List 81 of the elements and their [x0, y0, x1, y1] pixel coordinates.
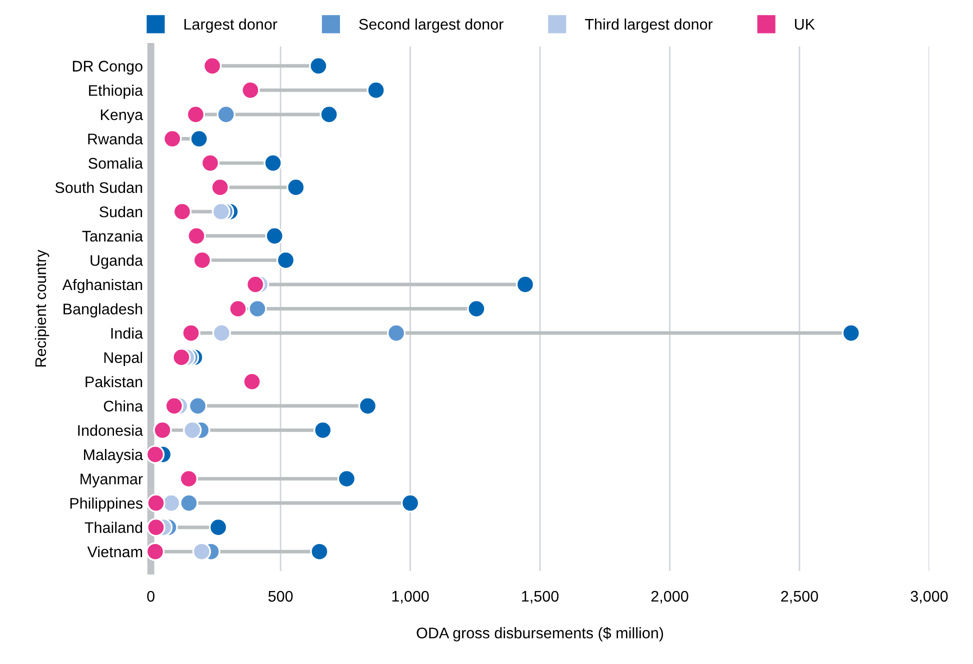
- x-tick-label: 0: [147, 590, 154, 602]
- point: [192, 250, 212, 270]
- y-tick-label: Tanzania: [82, 230, 144, 242]
- point: [172, 348, 191, 367]
- point: [246, 275, 265, 294]
- y-tick-label: Philippines: [70, 498, 142, 512]
- point: [320, 105, 338, 124]
- point: [248, 299, 267, 318]
- y-tick-label: Indonesia: [78, 424, 144, 436]
- point: [264, 154, 282, 172]
- y-tick-label: India: [111, 328, 144, 339]
- point: [187, 226, 206, 246]
- y-tick-label: Myanmar: [80, 474, 143, 488]
- point: [146, 445, 165, 464]
- x-tick-label: 3,000: [910, 590, 948, 604]
- point: [146, 494, 166, 512]
- point: [180, 494, 198, 512]
- y-tick-label: Somalia: [88, 158, 144, 169]
- y-tick-label: Sudan: [100, 206, 142, 218]
- x-tick-label: 1,000: [392, 590, 429, 604]
- point: [190, 129, 208, 148]
- legend-label: Third largest donor: [584, 18, 713, 33]
- y-tick-label: China: [104, 400, 144, 412]
- y-tick-label: South Sudan: [55, 182, 142, 194]
- point: [212, 324, 231, 342]
- point: [467, 299, 486, 318]
- y-tick-label: Kenya: [100, 110, 144, 124]
- point: [182, 420, 202, 440]
- point: [358, 396, 378, 416]
- y-tick-label: Malaysia: [84, 448, 144, 464]
- point: [146, 518, 166, 537]
- point: [286, 178, 306, 197]
- point: [310, 542, 329, 561]
- y-tick-label: DR Congo: [72, 60, 142, 75]
- point: [153, 420, 172, 440]
- point: [276, 250, 296, 270]
- legend-label: Second largest donor: [359, 18, 504, 33]
- point: [172, 202, 192, 221]
- point: [163, 129, 182, 148]
- y-tick-label: Bangladesh: [64, 303, 142, 318]
- point: [842, 324, 860, 342]
- point: [242, 372, 262, 391]
- point: [200, 154, 220, 172]
- point: [386, 324, 406, 342]
- x-axis-title: ODA gross disbursements ($ million): [416, 626, 664, 642]
- y-axis-title: Recipient country: [34, 250, 50, 367]
- point: [314, 420, 332, 440]
- point: [202, 56, 222, 76]
- point: [241, 80, 260, 100]
- point: [188, 396, 208, 416]
- point: [164, 396, 184, 416]
- point: [210, 178, 230, 197]
- y-tick-label: Vietnam: [87, 546, 142, 558]
- y-tick-label: Ethiopia: [89, 84, 144, 99]
- y-tick-label: Nepal: [104, 352, 142, 366]
- legend-label: UK: [795, 19, 815, 30]
- point: [186, 105, 206, 124]
- y-tick-label: Rwanda: [88, 133, 144, 144]
- legend-label: Largest donor: [184, 18, 278, 33]
- point: [366, 80, 386, 100]
- point: [309, 56, 328, 76]
- point: [265, 226, 284, 246]
- x-tick-label: 2,500: [781, 590, 818, 604]
- y-tick-label: Pakistan: [86, 376, 142, 388]
- point: [400, 494, 420, 512]
- point: [337, 469, 356, 488]
- point: [179, 469, 198, 488]
- x-tick-label: 500: [268, 590, 293, 602]
- y-tick-label: Uganda: [90, 254, 144, 269]
- point: [192, 542, 212, 561]
- x-tick-label: 1,500: [522, 590, 559, 604]
- y-tick-label: Afghanistan: [62, 278, 142, 294]
- point: [228, 299, 248, 318]
- point: [208, 518, 228, 537]
- point: [216, 105, 236, 124]
- y-tick-label: Thailand: [84, 522, 142, 534]
- point: [516, 275, 535, 294]
- point: [182, 324, 200, 342]
- point: [212, 202, 230, 221]
- point: [146, 542, 165, 561]
- x-tick-label: 2,000: [651, 590, 688, 604]
